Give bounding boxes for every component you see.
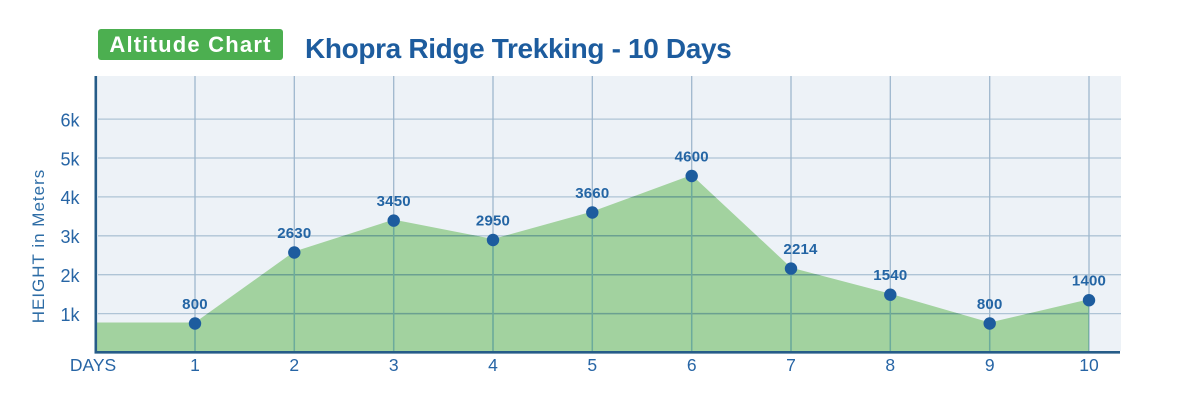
svg-text:6: 6 xyxy=(687,355,697,375)
svg-text:2214: 2214 xyxy=(783,241,818,258)
svg-text:7: 7 xyxy=(786,355,796,375)
svg-text:2k: 2k xyxy=(60,266,80,286)
svg-text:3: 3 xyxy=(389,355,399,375)
svg-text:2: 2 xyxy=(289,355,299,375)
svg-text:5: 5 xyxy=(587,355,597,375)
svg-text:8: 8 xyxy=(885,355,895,375)
svg-text:Altitude Chart: Altitude Chart xyxy=(109,32,271,57)
svg-text:3450: 3450 xyxy=(377,193,411,210)
svg-text:1: 1 xyxy=(190,355,200,375)
svg-text:10: 10 xyxy=(1079,355,1099,375)
svg-text:800: 800 xyxy=(977,296,1003,313)
svg-text:4k: 4k xyxy=(60,188,80,208)
svg-text:1400: 1400 xyxy=(1072,273,1106,290)
svg-text:5k: 5k xyxy=(60,149,80,169)
svg-text:6k: 6k xyxy=(60,110,80,130)
svg-text:800: 800 xyxy=(182,296,208,313)
svg-text:HEIGHT in Meters: HEIGHT in Meters xyxy=(29,169,48,324)
svg-text:9: 9 xyxy=(985,355,995,375)
svg-text:4600: 4600 xyxy=(675,149,709,166)
svg-text:3k: 3k xyxy=(60,227,80,247)
svg-text:DAYS: DAYS xyxy=(70,355,116,375)
svg-text:1k: 1k xyxy=(60,305,80,325)
svg-text:Khopra Ridge Trekking - 10 Day: Khopra Ridge Trekking - 10 Days xyxy=(305,33,731,64)
svg-text:3660: 3660 xyxy=(575,185,609,202)
svg-text:1540: 1540 xyxy=(873,267,907,284)
svg-text:2630: 2630 xyxy=(277,225,311,242)
svg-text:2950: 2950 xyxy=(476,213,510,230)
svg-text:4: 4 xyxy=(488,355,498,375)
